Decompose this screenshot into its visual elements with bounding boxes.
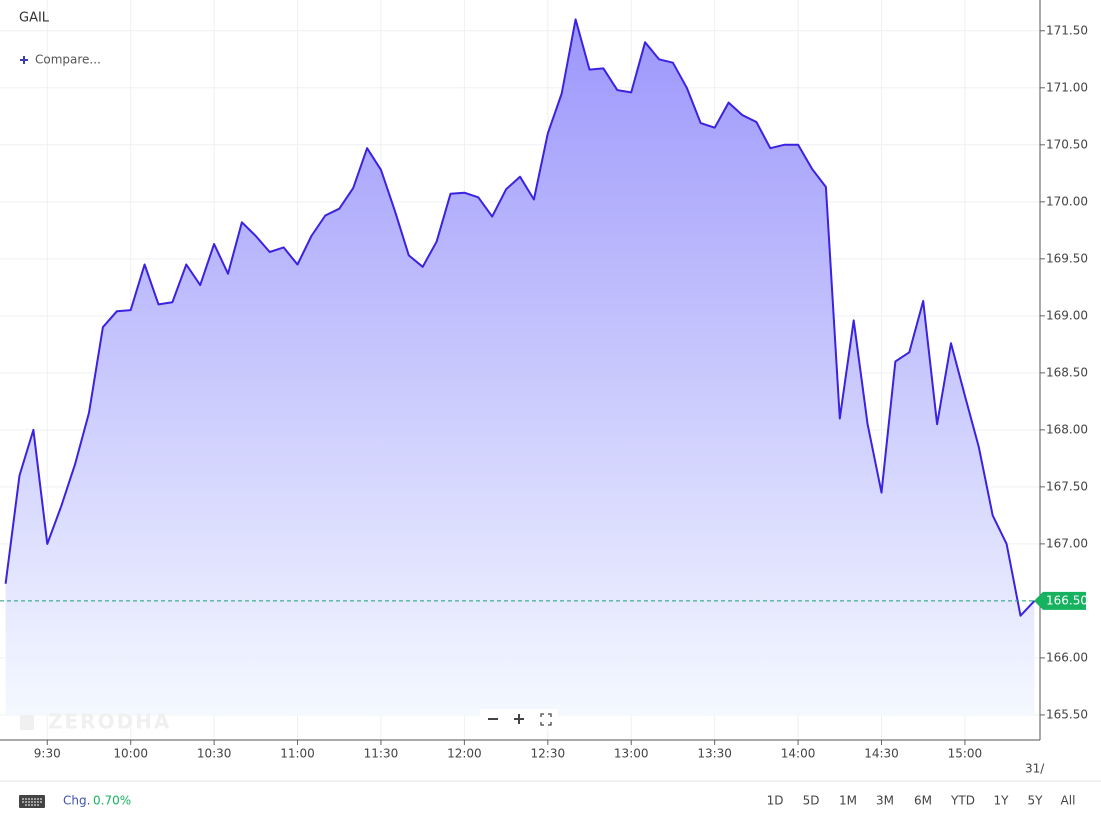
x-tick-label: 10:30: [197, 747, 232, 761]
x-tick-label: 15:00: [948, 747, 983, 761]
x-tick-label: 13:00: [614, 747, 649, 761]
range-button[interactable]: 5D: [803, 794, 820, 808]
price-line: [4, 18, 1036, 617]
range-button[interactable]: 6M: [914, 794, 932, 808]
y-tick-label: 167.50: [1046, 479, 1088, 493]
range-button[interactable]: 5Y: [1028, 794, 1044, 808]
change-label: Chg.: [63, 794, 90, 808]
y-tick-label: 170.00: [1046, 194, 1088, 208]
x-tick-label: 13:30: [697, 747, 732, 761]
y-tick-label: 168.50: [1046, 365, 1088, 379]
y-tick-label: 169.50: [1046, 251, 1088, 265]
range-button[interactable]: 1M: [839, 794, 857, 808]
range-button[interactable]: 3M: [876, 794, 894, 808]
watermark: ZERODHA: [48, 710, 171, 734]
x-tick-label: 11:00: [280, 747, 315, 761]
range-button[interactable]: YTD: [950, 794, 975, 808]
last-price-label: 166.50: [1046, 593, 1088, 607]
chart-title: GAIL: [19, 11, 50, 26]
x-tick-label: 10:00: [113, 747, 148, 761]
x-tick-label: 11:30: [364, 747, 399, 761]
area: [5, 19, 1035, 715]
range-button[interactable]: 1D: [767, 794, 784, 808]
date-label: 31/: [1025, 762, 1045, 776]
y-tick-label: 171.00: [1046, 80, 1088, 94]
y-tick-label: 170.50: [1046, 137, 1088, 151]
y-tick-label: 169.00: [1046, 308, 1088, 322]
watermark-logo: [20, 715, 34, 730]
zoom-in[interactable]: [514, 714, 524, 724]
last-price-tag: [1034, 591, 1086, 610]
y-tick-label: 166.00: [1046, 650, 1088, 664]
y-tick-label: 165.50: [1046, 707, 1088, 721]
x-tick-label: 9:30: [34, 747, 61, 761]
x-tick-label: 12:00: [447, 747, 482, 761]
range-button[interactable]: All: [1061, 794, 1076, 808]
compare-icon[interactable]: [20, 56, 28, 64]
fullscreen[interactable]: [540, 713, 552, 726]
zoom-controls: [480, 709, 558, 729]
keyboard-icon[interactable]: [19, 795, 45, 808]
plot: [4, 18, 1036, 715]
x-tick-label: 12:30: [531, 747, 566, 761]
range-button[interactable]: 1Y: [994, 794, 1010, 808]
change-value: 0.70%: [93, 794, 131, 808]
y-tick-label: 168.00: [1046, 422, 1088, 436]
y-tick-label: 171.50: [1046, 23, 1088, 37]
x-tick-label: 14:30: [864, 747, 899, 761]
x-tick-label: 14:00: [781, 747, 816, 761]
compare-button[interactable]: Compare...: [35, 53, 101, 67]
y-tick-label: 167.00: [1046, 536, 1088, 550]
